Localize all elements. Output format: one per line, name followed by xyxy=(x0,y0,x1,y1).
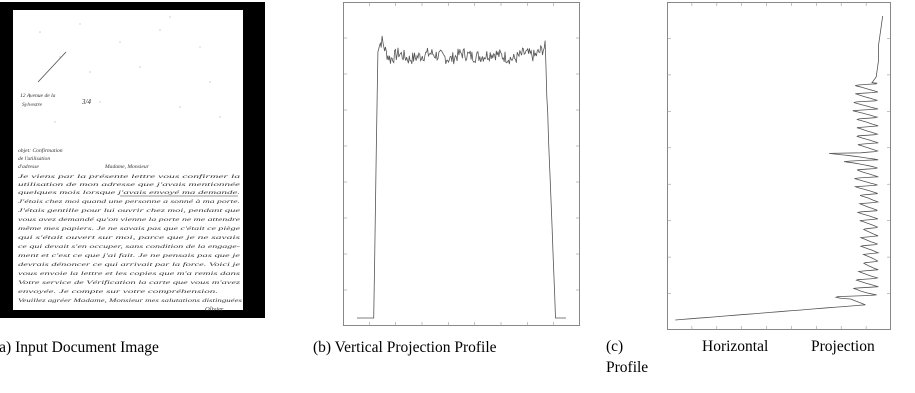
body-line: Je viens par la présente lettre vous con… xyxy=(18,173,240,180)
body-line: vous envoie la lettre et les copies que … xyxy=(18,271,240,277)
input-document-image: 12 Avenue de la Sylvestre 3/4 objet: Con… xyxy=(0,2,265,318)
tick-marks xyxy=(667,2,891,330)
caption-c-label: (c) xyxy=(606,338,624,355)
plot-frame xyxy=(343,2,580,326)
body-line: ce qui devait s'en occuper, sans conditi… xyxy=(18,244,240,250)
series-line xyxy=(357,35,566,319)
pen-stroke xyxy=(37,51,67,83)
salutation: Madame, Monsieur xyxy=(104,164,150,170)
horizontal-projection-chart xyxy=(667,2,891,330)
body-line: Votre service de Vérification la carte q… xyxy=(18,279,242,286)
margin-note-1: objet: Confirmation xyxy=(18,147,63,154)
body-line: même mes papiers. Je ne savais pas que c… xyxy=(18,226,241,232)
vertical-projection-chart xyxy=(343,2,580,326)
header-line-2: Sylvestre xyxy=(22,102,42,108)
body-line: J'étais gentille pour lui ouvrir chez mo… xyxy=(18,208,241,214)
handwritten-text: 12 Avenue de la Sylvestre 3/4 objet: Con… xyxy=(18,93,242,313)
caption-c-word: Projection xyxy=(811,338,875,355)
body-line: ment et c'est ce que j'ai fait. Je ne pe… xyxy=(18,252,241,259)
page-noise xyxy=(29,16,221,123)
body-line: qui s'était ouvert sur moi, parce que je… xyxy=(18,235,240,241)
body-line: envoyée. Je compte sur votre compréhensi… xyxy=(18,289,218,295)
header-page-number: 3/4 xyxy=(81,98,91,106)
body-line: utilisation de mon adresse que j'avais m… xyxy=(18,182,241,188)
document-page xyxy=(13,10,243,310)
caption-a: (a) Input Document Image xyxy=(0,339,159,356)
header-line-1: 12 Avenue de la xyxy=(20,93,56,99)
tick-marks xyxy=(343,2,580,326)
caption-c-word: Profile xyxy=(606,359,649,376)
vertical-projection-svg xyxy=(343,2,580,326)
body-line: quelques mois lorsque j'avais envoyé ma … xyxy=(18,190,240,196)
margin-note-3: d'adresse xyxy=(18,164,39,170)
body-line: devrais dénoncer ce qui arrivait par la … xyxy=(18,261,241,268)
body-line: J'étais chez moi quand une personne a so… xyxy=(18,199,240,205)
caption-c-word: Horizontal xyxy=(702,338,769,355)
document-scan: 12 Avenue de la Sylvestre 3/4 objet: Con… xyxy=(0,2,265,318)
caption-b: (b) Vertical Projection Profile xyxy=(313,339,497,356)
margin-note-2: de l'utilisation xyxy=(18,156,50,162)
caption-c: (c) Horizontal Projection Profile xyxy=(606,338,906,376)
horizontal-projection-svg xyxy=(667,2,891,330)
plot-frame xyxy=(667,2,891,330)
body-line: Veuillez agréer Madame, Monsieur mes sal… xyxy=(18,298,242,304)
body-line: vous avez demandé qu'on vienne la porte … xyxy=(18,217,241,223)
signature: Olivier xyxy=(205,306,224,313)
series-line xyxy=(675,15,884,321)
